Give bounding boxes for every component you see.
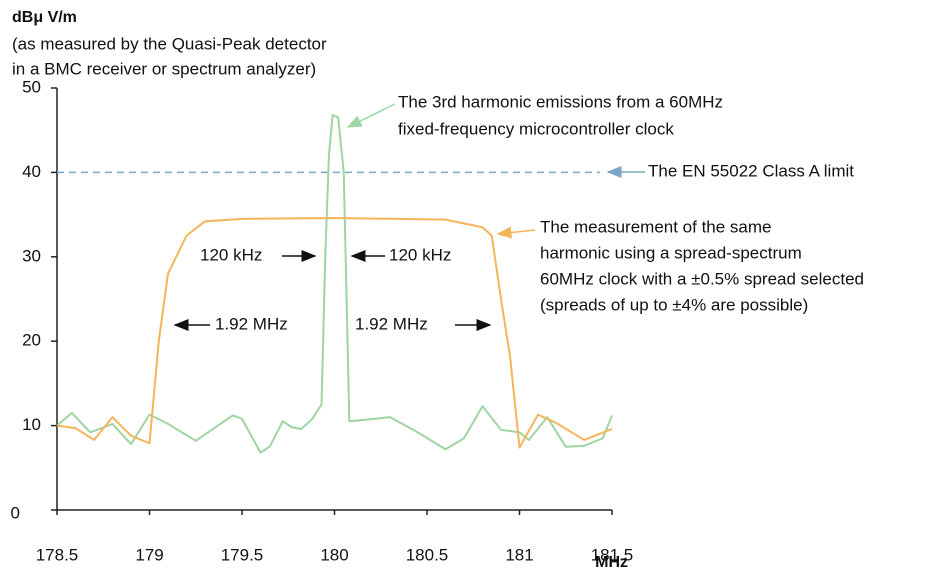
- leader: [496, 226, 536, 239]
- leader: [346, 103, 396, 128]
- y-axis-note: (as measured by the Quasi-Peak detector: [12, 34, 327, 53]
- x-axis-label: MHz: [595, 554, 628, 571]
- x-tick-label: 178.5: [36, 545, 79, 564]
- y-tick-label: 40: [22, 162, 41, 181]
- annotation: 60MHz clock with a ±0.5% spread selected: [540, 269, 864, 288]
- x-tick-label: 179.5: [221, 545, 264, 564]
- x-tick-label: 181.5: [591, 545, 634, 564]
- y-axis-note: in a BMC receiver or spectrum analyzer): [12, 59, 316, 78]
- annotation: 120 kHz: [200, 245, 262, 264]
- series-line: [56, 114, 613, 454]
- annotation: 1.92 MHz: [215, 314, 288, 333]
- series-line: [56, 216, 613, 449]
- x-tick-label: 180.5: [406, 545, 449, 564]
- annotation: 1.92 MHz: [355, 314, 428, 333]
- annotation: The measurement of the same: [540, 217, 772, 236]
- annotation: The EN 55022 Class A limit: [648, 161, 854, 180]
- y-tick-label: 30: [22, 246, 41, 265]
- annotation: (spreads of up to ±4% are possible): [540, 295, 808, 314]
- x-tick-label: 180: [320, 545, 348, 564]
- y-tick-label: 20: [22, 331, 41, 350]
- annotation: harmonic using a spread-spectrum: [540, 243, 802, 262]
- y-tick-label: 0: [11, 503, 20, 522]
- y-tick-label: 50: [22, 77, 41, 96]
- x-tick-label: 179: [135, 545, 163, 564]
- x-tick-label: 181: [505, 545, 533, 564]
- annotation: 120 kHz: [389, 245, 451, 264]
- annotation: fixed-frequency microcontroller clock: [398, 119, 674, 138]
- y-axis-label: dBμ V/m: [12, 9, 77, 26]
- y-tick-label: 10: [22, 415, 41, 434]
- annotation: The 3rd harmonic emissions from a 60MHz: [398, 92, 723, 111]
